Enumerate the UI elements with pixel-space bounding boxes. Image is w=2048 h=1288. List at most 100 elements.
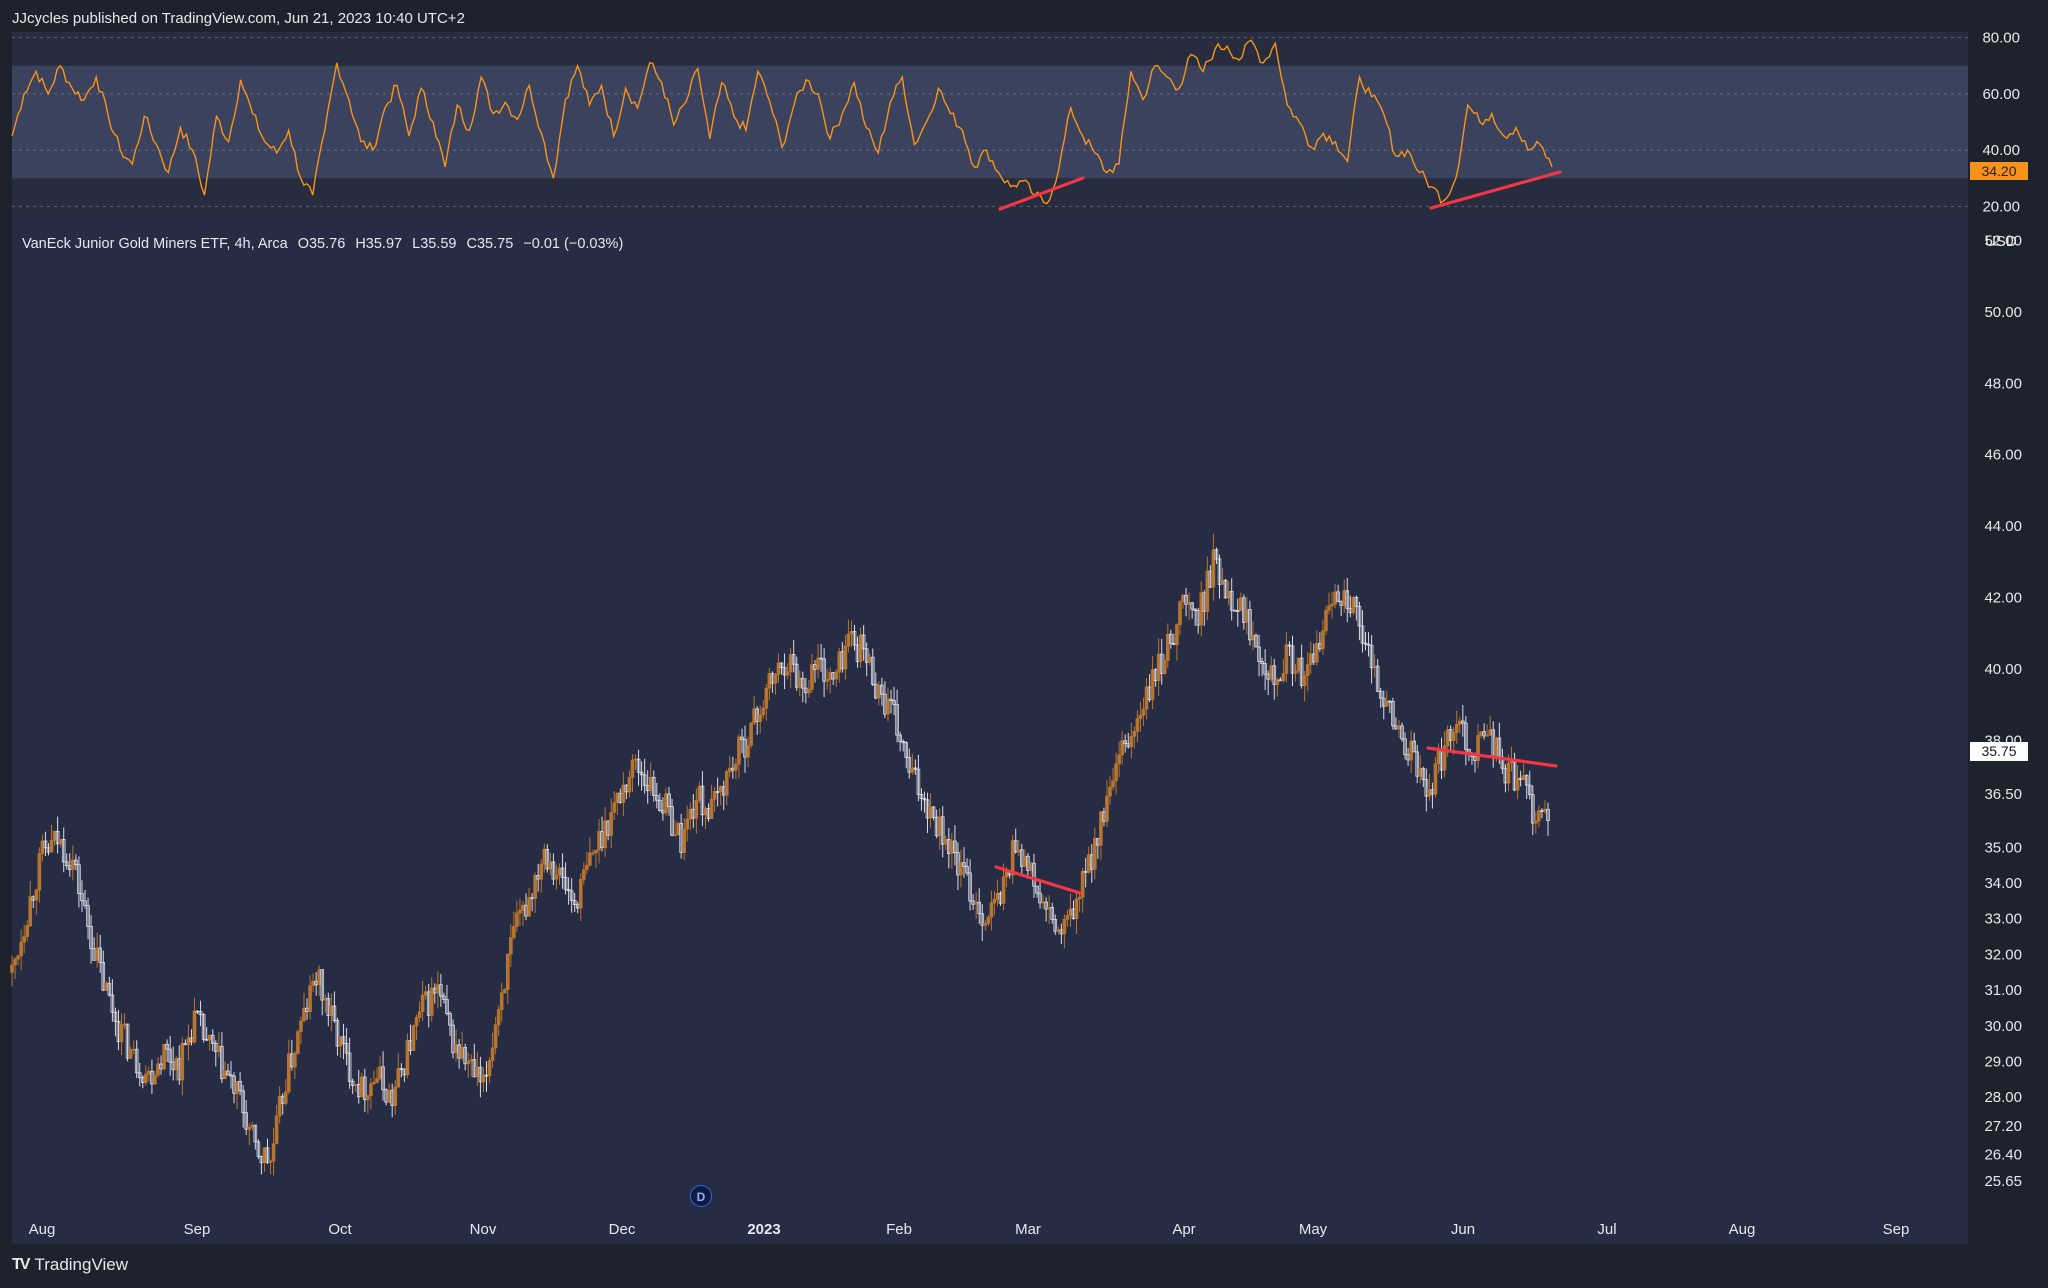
candle xyxy=(612,790,617,820)
candle xyxy=(785,663,790,680)
candle-body xyxy=(80,893,84,902)
footer-brand[interactable]: TV TradingView xyxy=(12,1255,128,1275)
candle-body xyxy=(1330,603,1334,607)
candle-body xyxy=(1226,590,1231,599)
candle-body xyxy=(1056,929,1061,932)
candle-body xyxy=(937,816,942,837)
candle-body xyxy=(274,1115,279,1145)
candle-body xyxy=(940,816,945,845)
candle-body xyxy=(1220,579,1225,585)
candle xyxy=(466,1052,471,1078)
candle xyxy=(515,900,519,932)
candle xyxy=(551,853,556,886)
candle xyxy=(1190,602,1194,619)
candle xyxy=(670,798,674,837)
candle xyxy=(375,1067,379,1084)
candle xyxy=(180,1037,185,1096)
candle-body xyxy=(1214,549,1219,560)
candle-body xyxy=(475,1066,480,1078)
candle-body xyxy=(959,862,963,876)
candle-body xyxy=(323,997,328,1001)
candle-body xyxy=(201,1014,206,1040)
candle-body xyxy=(61,839,66,863)
candle-body xyxy=(414,1016,419,1027)
candle-body xyxy=(877,684,881,699)
candle-body xyxy=(776,662,781,675)
candle-body xyxy=(810,664,814,690)
candle-body xyxy=(773,673,778,684)
candle-body xyxy=(1035,885,1039,894)
candle-body xyxy=(1372,665,1377,669)
candle-body xyxy=(648,776,653,792)
candle-body xyxy=(502,989,507,994)
candle-body xyxy=(986,916,991,924)
candle xyxy=(490,1032,495,1068)
candle-body xyxy=(968,872,972,902)
candle-body xyxy=(572,899,577,906)
candle-body xyxy=(1181,594,1185,603)
candle xyxy=(366,1094,370,1114)
candle-body xyxy=(1141,708,1146,716)
candle xyxy=(968,859,972,911)
candle-body xyxy=(487,1060,492,1077)
candle xyxy=(825,668,829,690)
legend-symbol-name: VanEck Junior Gold Miners ETF, 4h, Arca xyxy=(22,236,288,252)
candle xyxy=(651,770,656,802)
candle-body xyxy=(1187,602,1191,605)
candle xyxy=(1290,635,1295,687)
candle-body xyxy=(1284,644,1289,674)
candle-body xyxy=(1369,644,1374,669)
candle-body xyxy=(1305,664,1310,676)
candle-body xyxy=(1494,737,1499,758)
candle-body xyxy=(296,1031,300,1054)
candle-body xyxy=(950,840,954,854)
candle xyxy=(609,798,613,849)
candle-body xyxy=(764,687,769,709)
candle-body xyxy=(37,853,42,891)
candle-body xyxy=(919,794,924,799)
candle xyxy=(1141,697,1146,727)
candle-body xyxy=(794,663,799,688)
candle-body xyxy=(13,958,17,966)
candle xyxy=(861,625,866,661)
candle xyxy=(396,1053,401,1088)
candle xyxy=(381,1051,385,1101)
candle-body xyxy=(253,1124,258,1143)
candle xyxy=(1330,592,1334,619)
candle xyxy=(807,679,811,698)
candle xyxy=(1293,664,1298,682)
candle-body xyxy=(609,811,613,836)
dividend-event-marker[interactable]: D xyxy=(690,1185,712,1207)
candle xyxy=(588,837,592,867)
candle-body xyxy=(244,1112,249,1130)
candle xyxy=(1032,853,1036,898)
candle-body xyxy=(283,1091,288,1104)
candle xyxy=(363,1068,367,1112)
candle xyxy=(1461,705,1465,737)
candle-body xyxy=(436,984,440,994)
candle xyxy=(19,929,23,970)
candle-body xyxy=(1436,749,1441,765)
candle-body xyxy=(58,839,63,845)
x-axis-label-2: Oct xyxy=(328,1221,352,1238)
candle xyxy=(1327,592,1331,615)
candle-body xyxy=(113,1011,118,1022)
candle xyxy=(1454,710,1459,744)
candle xyxy=(1248,600,1252,646)
candle xyxy=(1099,810,1103,861)
candle xyxy=(1263,649,1267,691)
candle xyxy=(1217,554,1222,599)
candle-body xyxy=(591,852,595,855)
candle-body xyxy=(779,662,784,668)
price-tick-label-4: 29.00 xyxy=(1984,1054,2022,1071)
candle-body xyxy=(1108,786,1112,797)
candle-body xyxy=(1543,808,1547,812)
candle xyxy=(144,1065,148,1086)
candle xyxy=(448,1011,452,1037)
candle xyxy=(481,1067,486,1093)
candle-body xyxy=(880,684,884,695)
candle xyxy=(1384,691,1389,708)
candle xyxy=(1035,885,1039,898)
candle-body xyxy=(980,913,985,926)
